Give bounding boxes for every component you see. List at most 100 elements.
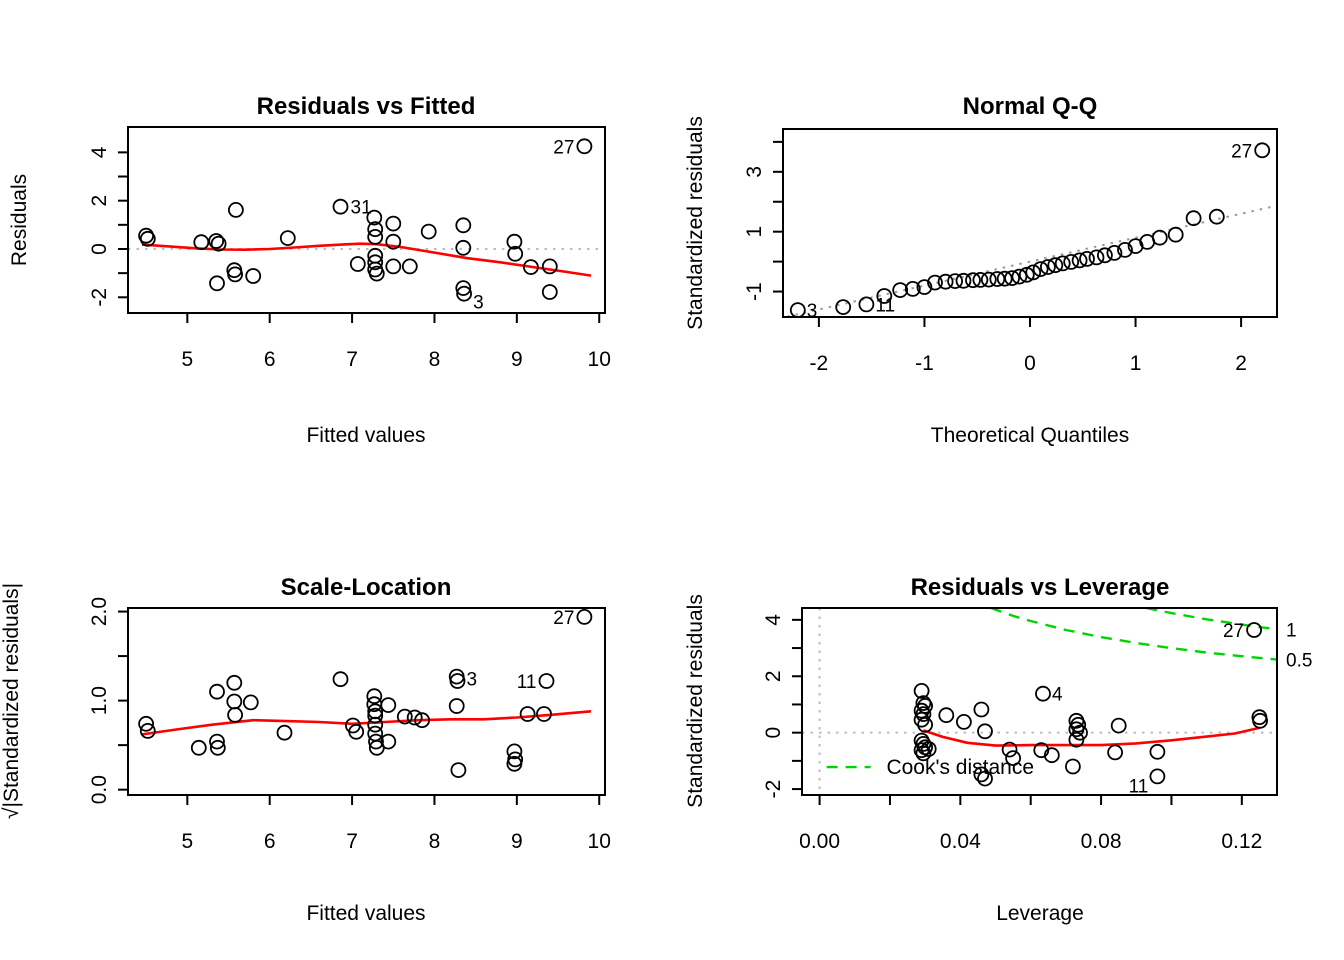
- x-tick-label: 2: [1235, 352, 1247, 375]
- data-point: [385, 215, 402, 232]
- x-tick-label: 1: [1130, 352, 1142, 375]
- data-point: [1107, 744, 1123, 761]
- x-axis-label: Theoretical Quantiles: [931, 424, 1129, 447]
- data-point: [242, 694, 259, 711]
- x-tick-label: 8: [429, 830, 441, 853]
- x-axis-label: Fitted values: [306, 424, 425, 447]
- data-point: [972, 271, 989, 288]
- point-id-label: 27: [553, 137, 574, 158]
- data-point: [420, 223, 437, 240]
- data-point: [455, 217, 472, 234]
- data-point: [920, 741, 937, 757]
- data-point: [226, 674, 243, 691]
- data-point: [913, 742, 930, 759]
- data-point: [938, 707, 955, 724]
- data-point: [380, 697, 397, 713]
- data-point: [937, 273, 954, 290]
- data-point: [366, 209, 383, 226]
- data-point: [210, 235, 227, 252]
- data-point: [1033, 742, 1050, 759]
- data-point: [138, 715, 155, 732]
- x-tick-label: 0.12: [1221, 830, 1262, 853]
- data-point: [1035, 685, 1051, 702]
- data-point: [396, 708, 413, 725]
- data-point: [541, 258, 558, 275]
- data-point: [917, 716, 933, 733]
- x-axis-label: Leverage: [996, 902, 1084, 925]
- panel-title: Scale-Location: [281, 574, 452, 601]
- data-point: [1117, 241, 1133, 258]
- x-tick-label: 9: [511, 830, 523, 853]
- point-id-label: 4: [1052, 685, 1063, 706]
- data-point: [506, 755, 523, 772]
- data-point: [450, 762, 467, 778]
- data-point: [1208, 208, 1225, 225]
- data-point: [245, 268, 262, 284]
- data-point: [448, 698, 465, 714]
- data-point: [965, 272, 981, 289]
- data-point: [506, 743, 523, 760]
- cooks-contour: [990, 606, 1278, 661]
- x-tick-label: 10: [588, 348, 611, 371]
- data-point: [916, 279, 933, 296]
- point-id-label: 31: [351, 198, 372, 219]
- data-point: [367, 254, 384, 271]
- y-axis-label: Residuals: [8, 174, 31, 266]
- panel-title: Normal Q-Q: [963, 93, 1098, 120]
- point-id-label: 11: [1129, 776, 1149, 797]
- panel-normal-qq: Normal Q-Q Theoretical Quantiles Standar…: [684, 93, 1278, 447]
- data-point: [456, 285, 473, 302]
- data-point: [973, 701, 990, 718]
- data-point: [1063, 253, 1080, 270]
- data-point: [227, 707, 244, 723]
- data-point: [536, 706, 552, 722]
- data-point: [414, 712, 431, 729]
- data-point: [977, 770, 993, 787]
- data-point: [973, 766, 990, 783]
- cooks-contour: [1145, 606, 1278, 631]
- y-tick-label: 3: [743, 166, 766, 178]
- data-point: [209, 683, 225, 700]
- data-point: [1001, 741, 1018, 758]
- data-point: [1149, 743, 1166, 760]
- data-point: [955, 272, 972, 289]
- data-point: [367, 716, 384, 733]
- data-point: [541, 284, 558, 300]
- y-tick-label: 2: [88, 195, 111, 207]
- data-point: [1068, 721, 1085, 738]
- data-point: [1068, 731, 1085, 748]
- data-point: [385, 258, 402, 275]
- x-tick-label: 6: [264, 348, 276, 371]
- data-point: [226, 693, 243, 710]
- data-point: [209, 733, 225, 750]
- data-point: [208, 233, 225, 249]
- data-point: [507, 245, 524, 262]
- cooks-legend-text: Cook's distance: [886, 756, 1034, 779]
- data-point: [227, 201, 244, 218]
- data-point: [349, 256, 366, 272]
- x-axis-label: Fitted values: [306, 902, 425, 925]
- plot-box: [127, 126, 606, 314]
- panel-scale-location: Scale-Location Fitted values √|Standardi…: [0, 574, 611, 925]
- x-tick-label: 8: [429, 348, 441, 371]
- panel-residuals-vs-leverage: Residuals vs Leverage Leverage Standardi…: [684, 574, 1312, 925]
- data-point: [1254, 142, 1271, 159]
- data-point: [209, 275, 225, 292]
- x-tick-label: 0.04: [940, 830, 981, 853]
- data-point: [1149, 768, 1166, 785]
- data-point: [523, 259, 539, 276]
- data-point: [1065, 758, 1081, 775]
- data-point: [876, 288, 893, 304]
- data-point: [915, 745, 932, 762]
- data-point: [366, 688, 383, 705]
- data-point: [956, 714, 972, 730]
- y-tick-label: -2: [88, 288, 111, 307]
- data-point: [892, 282, 909, 299]
- data-point: [576, 609, 593, 625]
- y-tick-label: 4: [762, 614, 785, 626]
- data-point: [449, 673, 466, 689]
- cooks-contour-label: 0.5: [1286, 651, 1312, 672]
- data-point: [193, 234, 210, 251]
- y-tick-label: -1: [743, 282, 766, 301]
